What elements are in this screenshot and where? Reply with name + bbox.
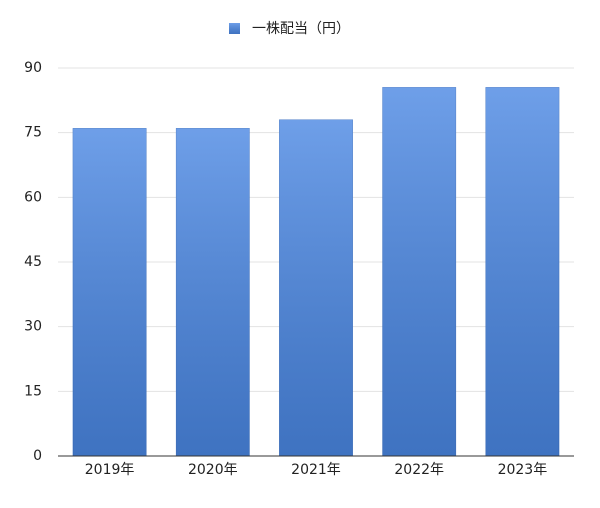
y-tick-label: 90: [24, 60, 42, 76]
x-tick-label: 2023年: [498, 462, 548, 478]
y-tick-label: 15: [24, 383, 42, 399]
y-tick-label: 75: [24, 125, 42, 141]
x-tick-label: 2019年: [85, 462, 135, 478]
x-tick-label: 2022年: [394, 462, 444, 478]
bar-shade: [176, 128, 250, 456]
x-tick-label: 2020年: [188, 462, 238, 478]
y-tick-label: 45: [24, 254, 42, 270]
y-tick-label: 60: [24, 189, 42, 205]
y-tick-label: 0: [33, 448, 42, 464]
legend-label: 一株配当（円）: [252, 21, 350, 37]
legend-swatch-shade: [229, 23, 240, 34]
bar-shade: [485, 87, 560, 457]
bar-shade: [279, 119, 353, 456]
bar-shade: [72, 128, 147, 456]
bar-shade: [382, 87, 456, 457]
x-tick-label: 2021年: [291, 462, 341, 478]
y-tick-label: 30: [24, 319, 42, 335]
